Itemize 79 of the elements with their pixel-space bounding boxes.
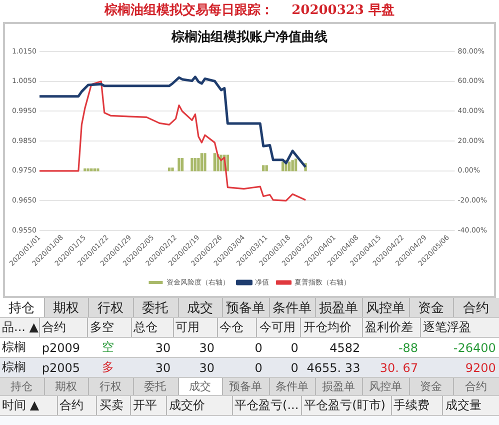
text: 今可用 <box>259 319 296 336</box>
text: 0 <box>290 340 298 354</box>
text: 风控单 <box>366 300 405 316</box>
text: 空 <box>102 339 114 356</box>
text: 成交 <box>188 379 211 394</box>
text: 开平 <box>133 397 158 414</box>
text: 合约 <box>465 379 488 394</box>
text: 4582 <box>330 340 360 354</box>
text: 30 <box>155 340 171 354</box>
text: 30 <box>155 360 171 374</box>
bar <box>262 165 265 172</box>
text: 持仓 <box>8 300 34 316</box>
text: 多空 <box>90 319 114 336</box>
text: 期权 <box>52 300 79 316</box>
text: 条件单 <box>276 379 309 394</box>
bar <box>288 162 291 172</box>
text: 棕榈 <box>2 359 26 376</box>
text: 开仓均价 <box>303 319 352 336</box>
text: 成交价 <box>168 397 205 414</box>
chart-title: 棕榈油组模拟交易每日跟踪： 20200323 早盘 <box>103 2 396 20</box>
text: 0 <box>290 360 298 374</box>
text: 平仓盈亏(... <box>234 397 299 414</box>
text: p2005 <box>42 360 80 374</box>
text: 总仓 <box>134 319 158 336</box>
bar <box>204 153 206 172</box>
text: 时间 ▲ <box>2 397 40 414</box>
text: 4655. 33 <box>306 360 360 374</box>
text: 30 <box>199 340 215 354</box>
text: 条件单 <box>272 300 312 316</box>
chart-subtitle: 棕榈油组模拟账户净值曲线 <box>170 29 328 46</box>
text: 成交 <box>186 300 213 316</box>
text: 多 <box>102 359 114 376</box>
text: 合约 <box>463 300 490 316</box>
bar <box>213 153 216 172</box>
bar <box>180 158 184 172</box>
text: 期权 <box>54 379 77 394</box>
text: 预备单 <box>226 300 265 316</box>
text: 合约 <box>60 397 84 414</box>
text: 合约 <box>42 319 66 336</box>
text: 盈利价差 <box>365 319 414 336</box>
text: 买卖 <box>99 397 124 414</box>
text: 30 <box>199 360 215 374</box>
bar <box>190 158 194 172</box>
text: 今仓 <box>220 319 244 336</box>
bar <box>226 154 229 172</box>
text: 棕榈 <box>2 339 26 356</box>
text: 可用 <box>176 319 200 336</box>
text: 品... ▲ <box>2 319 38 336</box>
text: 逐笔浮盈 <box>423 319 472 336</box>
text: 手续费 <box>394 397 430 414</box>
bar <box>178 158 180 172</box>
text: 风控单 <box>368 379 402 394</box>
bar <box>265 165 268 172</box>
text: 行权 <box>100 379 122 394</box>
bar <box>281 162 284 172</box>
text: -26400 <box>453 340 496 354</box>
bar <box>168 168 171 172</box>
text: p2009 <box>42 340 80 354</box>
bar <box>200 153 204 172</box>
text: 资金 <box>420 379 442 394</box>
text: 资金 <box>418 300 444 316</box>
text: 持仓 <box>10 379 32 394</box>
bar <box>194 158 197 172</box>
text: 预备单 <box>228 379 262 394</box>
text: -88 <box>398 340 418 354</box>
text: 0 <box>254 340 262 354</box>
text: 委托 <box>142 300 168 316</box>
text: 成交量 <box>445 397 482 414</box>
text: 0 <box>254 360 262 374</box>
text: 损盈单 <box>322 379 356 394</box>
text: 委托 <box>144 379 166 394</box>
text: 损盈单 <box>319 300 358 316</box>
bar <box>294 158 298 172</box>
text: 9200 <box>465 360 496 374</box>
text: 行权 <box>98 300 124 316</box>
bar <box>171 168 174 172</box>
text: 30. 67 <box>380 360 418 374</box>
text: 平仓盈亏(盯市) <box>304 397 386 414</box>
bar <box>291 160 294 172</box>
